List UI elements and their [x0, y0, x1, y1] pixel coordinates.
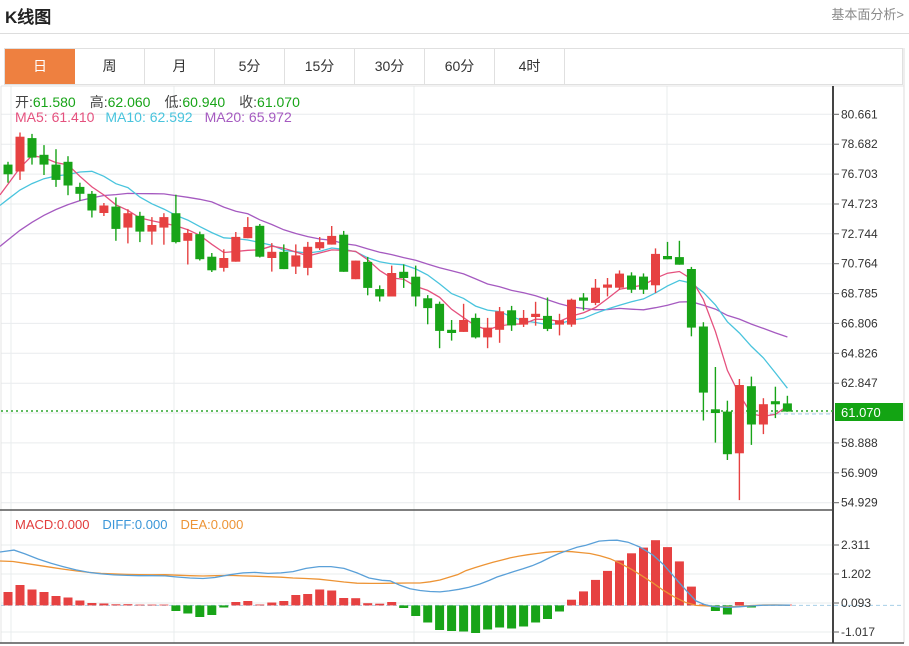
svg-text:72.744: 72.744 — [841, 227, 878, 241]
svg-text:78.682: 78.682 — [841, 137, 878, 151]
svg-text:76.703: 76.703 — [841, 167, 878, 181]
svg-text:61.070: 61.070 — [841, 405, 881, 420]
svg-text:1.202: 1.202 — [841, 567, 871, 581]
svg-text:64.826: 64.826 — [841, 346, 878, 360]
svg-text:54.929: 54.929 — [841, 496, 878, 510]
svg-text:70.764: 70.764 — [841, 257, 878, 271]
svg-text:-1.017: -1.017 — [841, 625, 875, 639]
svg-text:80.661: 80.661 — [841, 107, 878, 121]
svg-text:2.311: 2.311 — [841, 538, 870, 552]
svg-text:68.785: 68.785 — [841, 287, 878, 301]
svg-text:0.093: 0.093 — [841, 596, 871, 610]
svg-text:74.723: 74.723 — [841, 197, 878, 211]
svg-text:56.909: 56.909 — [841, 466, 878, 480]
svg-text:58.888: 58.888 — [841, 436, 878, 450]
svg-text:66.806: 66.806 — [841, 316, 878, 330]
svg-text:62.847: 62.847 — [841, 376, 878, 390]
